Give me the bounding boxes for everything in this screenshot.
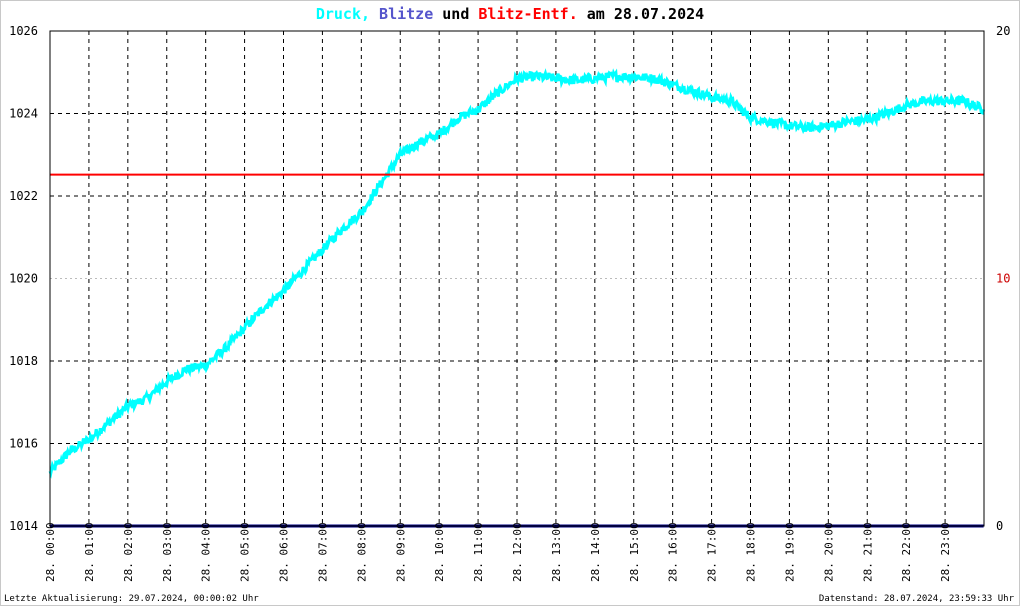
plot-frame [49, 30, 985, 527]
x-tick-label: 28. 16:00 [667, 522, 680, 582]
title-date: am 28.07.2024 [586, 5, 705, 23]
y-left-tick-label: 1022 [9, 189, 38, 203]
x-tick-label: 28. 23:00 [939, 522, 952, 582]
x-tick-label: 28. 00:00 [44, 522, 57, 582]
title-und: und [442, 5, 470, 23]
y-right-tick-label: 20 [996, 24, 1010, 38]
y-right-tick-label: 10 [996, 272, 1010, 286]
x-tick-label: 28. 12:00 [511, 522, 524, 582]
x-tick-label: 28. 03:00 [161, 522, 174, 582]
footer-last-update: Letzte Aktualisierung: 29.07.2024, 00:00… [4, 594, 259, 604]
title-blitz-entf: Blitz-Entf. [478, 5, 578, 23]
y-left-tick-label: 1026 [9, 24, 38, 38]
label-layer: 28. 00:00 28. 01:00 28. 02:00 28. 03:00 28. … [9, 24, 1010, 582]
x-tick-label: 28. 01:00 [83, 522, 96, 582]
x-tick-label: 28. 10:00 [433, 522, 446, 582]
footer-data-status: Datenstand: 28.07.2024, 23:59:33 Uhr [818, 594, 1014, 604]
title-blitze: Blitze [379, 5, 434, 23]
x-tick-label: 28. 17:00 [706, 522, 719, 582]
x-tick-label: 28. 20:00 [822, 522, 835, 582]
x-tick-label: 28. 19:00 [783, 522, 796, 582]
x-tick-label: 28. 06:00 [278, 522, 291, 582]
x-tick-label: 28. 02:00 [122, 522, 135, 582]
chart-title: Druck, Blitze und Blitz-Entf. am 28.07.2… [0, 5, 1020, 23]
x-tick-label: 28. 11:00 [472, 522, 485, 582]
x-tick-label: 28. 13:00 [550, 522, 563, 582]
x-tick-label: 28. 21:00 [861, 522, 874, 582]
y-left-tick-label: 1014 [9, 519, 38, 533]
title-druck: Druck, [315, 5, 371, 23]
grid-layer [50, 31, 984, 526]
x-tick-label: 28. 09:00 [394, 522, 407, 582]
x-tick-label: 28. 08:00 [355, 522, 368, 582]
x-tick-label: 28. 04:00 [200, 522, 213, 582]
x-tick-label: 28. 18:00 [745, 522, 758, 582]
y-left-tick-label: 1018 [9, 354, 38, 368]
y-left-tick-label: 1024 [9, 107, 38, 121]
y-left-tick-label: 1016 [9, 437, 38, 451]
series-line-druck [48, 68, 986, 479]
x-tick-label: 28. 15:00 [628, 522, 641, 582]
y-left-tick-label: 1020 [9, 272, 38, 286]
x-tick-label: 28. 14:00 [589, 522, 602, 582]
x-tick-label: 28. 07:00 [316, 522, 329, 582]
x-tick-label: 28. 05:00 [239, 522, 252, 582]
x-tick-label: 28. 22:00 [900, 522, 913, 582]
y-right-tick-label: 0 [996, 519, 1003, 533]
